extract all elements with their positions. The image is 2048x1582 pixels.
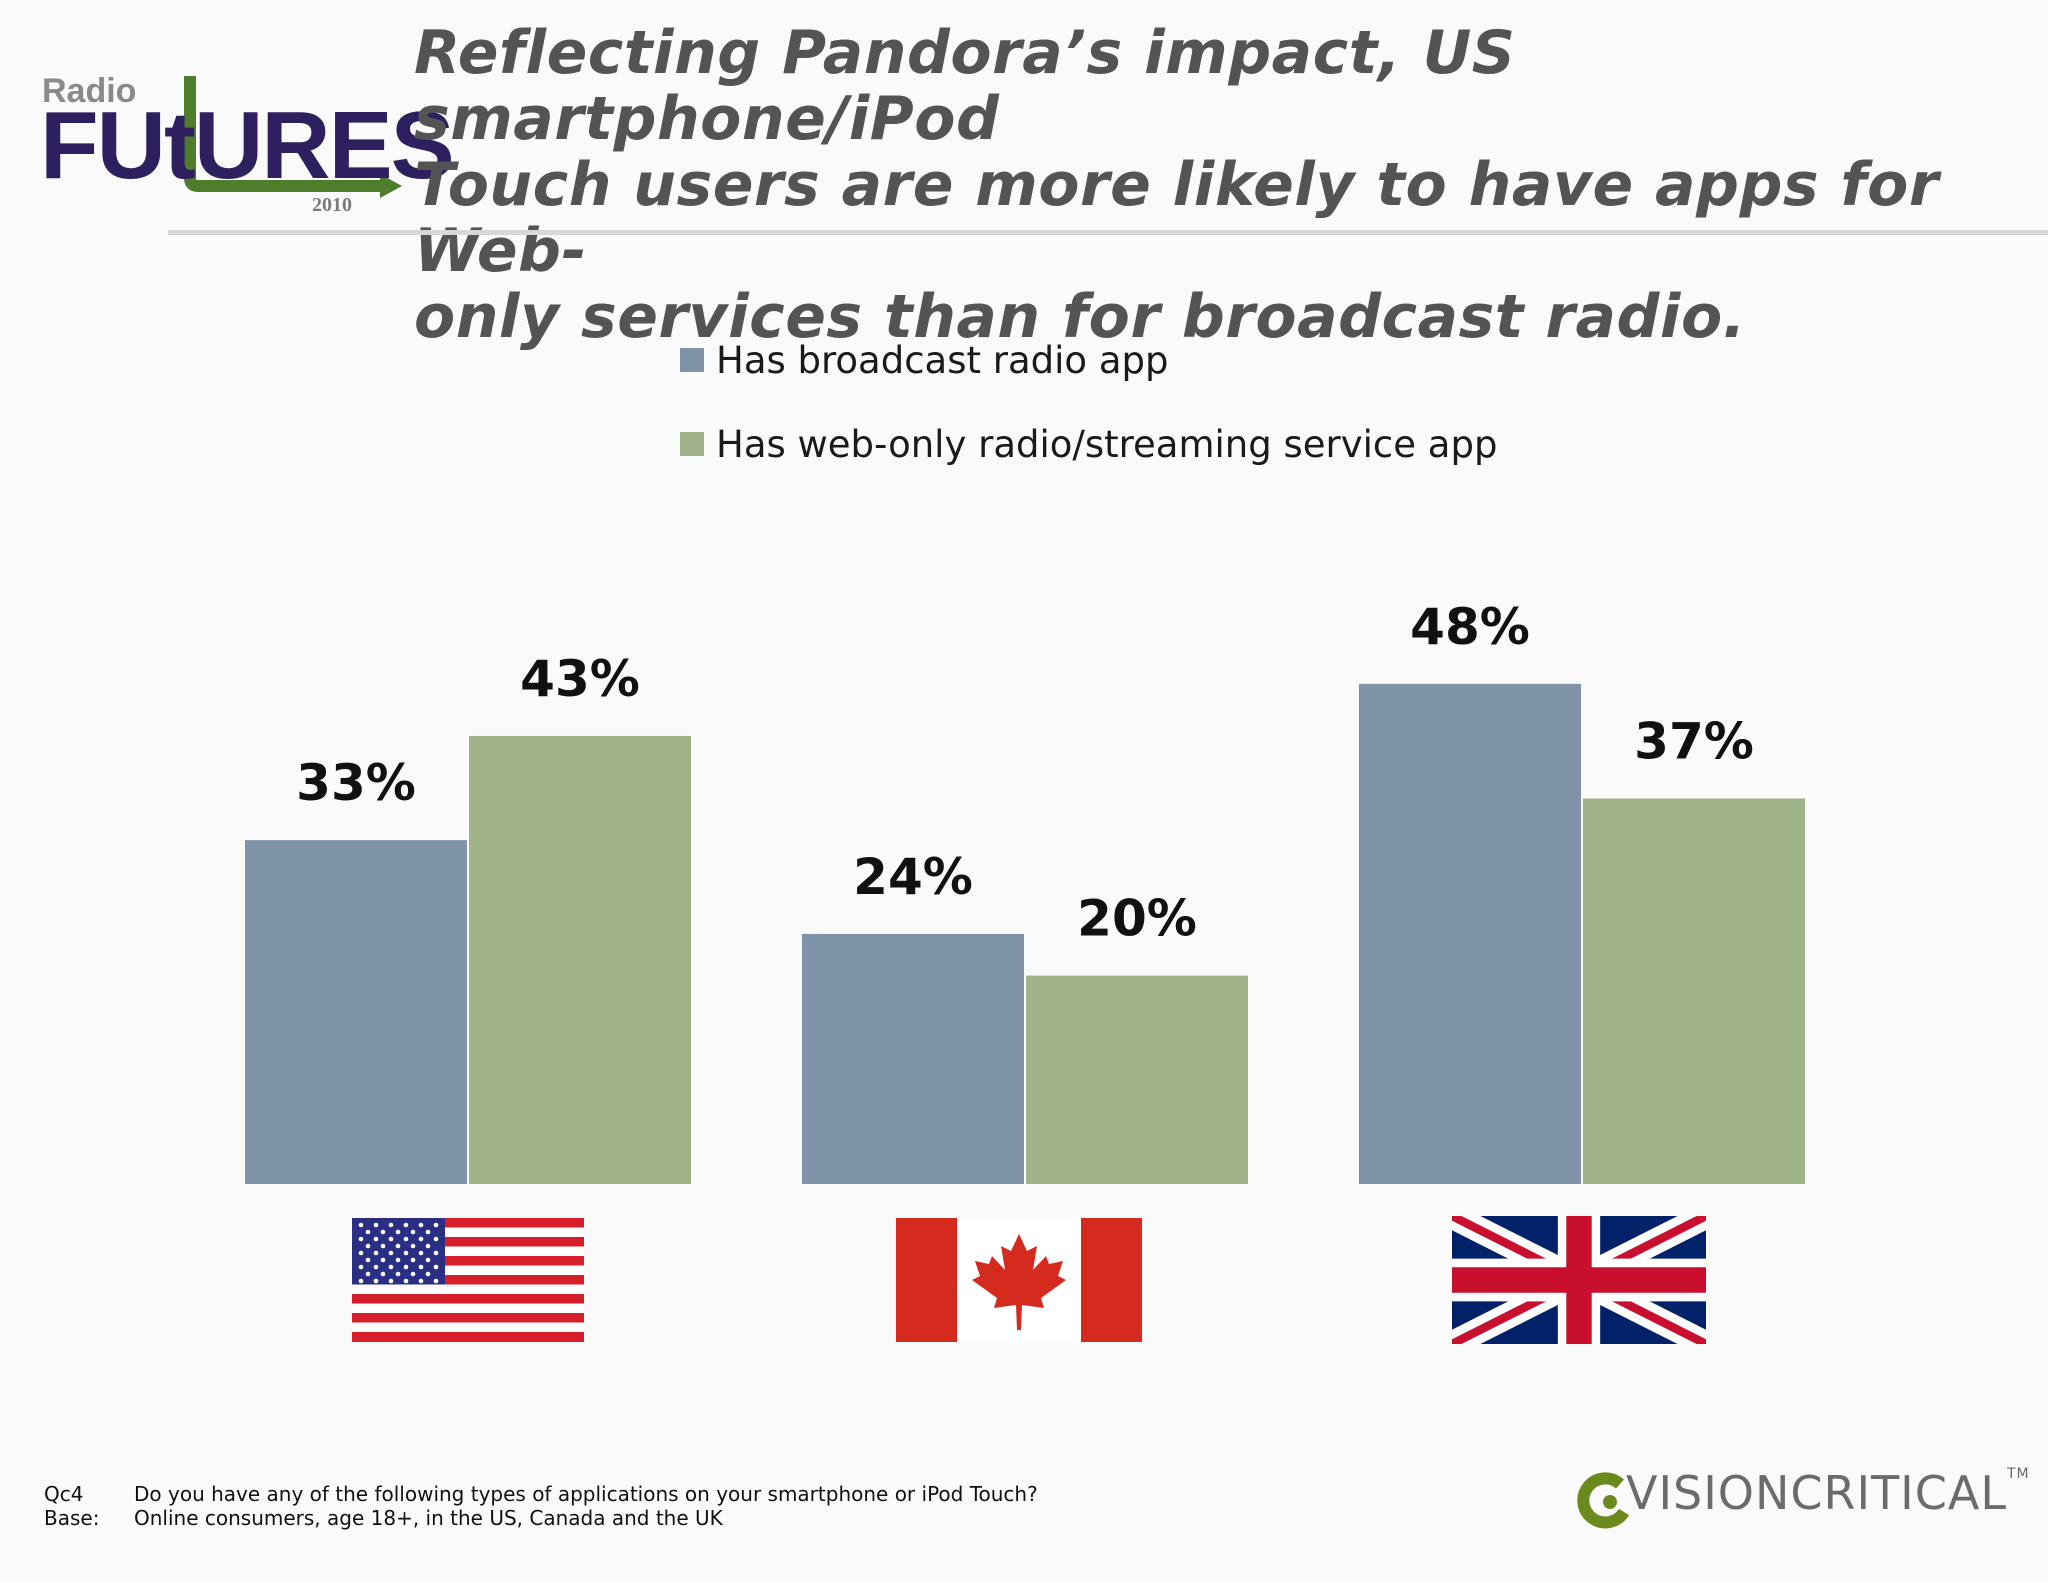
data-label-us-broadcast: 33% [296,754,416,812]
legend-label-broadcast: Has broadcast radio app [716,338,1169,382]
uk-flag-icon [1452,1216,1706,1344]
bar-uk-web [1583,798,1805,1184]
legend-swatch-web [680,432,704,456]
us-flag-icon [352,1218,584,1342]
data-label-canada-broadcast: 24% [853,848,973,906]
bar-canada-web [1026,975,1248,1184]
radio-futures-logo: Radio FUtURES 2010 [40,70,455,220]
logo-futures-text: FUtURES [40,92,455,199]
legend-swatch-broadcast [680,348,704,372]
data-label-uk-web: 37% [1634,712,1754,770]
bar-uk-broadcast [1359,683,1581,1184]
footnote-text: Online consumers, age 18+, in the US, Ca… [134,1506,723,1530]
brand-name: VISIONCRITICAL [1626,1466,2007,1520]
logo-year-text: 2010 [312,194,352,216]
data-label-us-web: 43% [520,650,640,708]
bar-canada-broadcast [802,933,1024,1184]
legend-label-web: Has web-only radio/streaming service app [716,422,1498,466]
logo-arrow-icon [184,76,402,198]
visioncritical-logo: VISIONCRITICALTM [1576,1460,2029,1544]
visioncritical-swirl-icon [1577,1472,1630,1529]
legend-item-web: Has web-only radio/streaming service app [680,422,1498,466]
bar-us-web [469,735,691,1184]
title-line-2: Touch users are more likely to have apps… [414,150,1939,286]
brand-trademark: TM [2006,1466,2030,1482]
footnote-code: Base: [44,1506,100,1530]
page-title: Reflecting Pandora’s impact, US smartpho… [414,20,2024,350]
footnote: Qc4 Do you have any of the following typ… [44,1482,1038,1530]
canada-flag-icon [896,1218,1142,1342]
title-divider [168,230,2048,235]
footnote-row-base: Base: Online consumers, age 18+, in the … [44,1506,1038,1530]
data-label-uk-broadcast: 48% [1410,598,1530,656]
logo-radio-text: Radio [42,72,137,110]
title-line-1: Reflecting Pandora’s impact, US smartpho… [414,18,1516,154]
footnote-text: Do you have any of the following types o… [134,1482,1038,1506]
footnote-row-question: Qc4 Do you have any of the following typ… [44,1482,1038,1506]
visioncritical-wordmark: VISIONCRITICALTM [1626,1466,2030,1520]
data-label-canada-web: 20% [1077,890,1197,948]
footnote-code: Qc4 [44,1482,84,1506]
bar-us-broadcast [245,840,467,1184]
legend-item-broadcast: Has broadcast radio app [680,338,1169,382]
title-line-3: only services than for broadcast radio. [414,282,1746,352]
